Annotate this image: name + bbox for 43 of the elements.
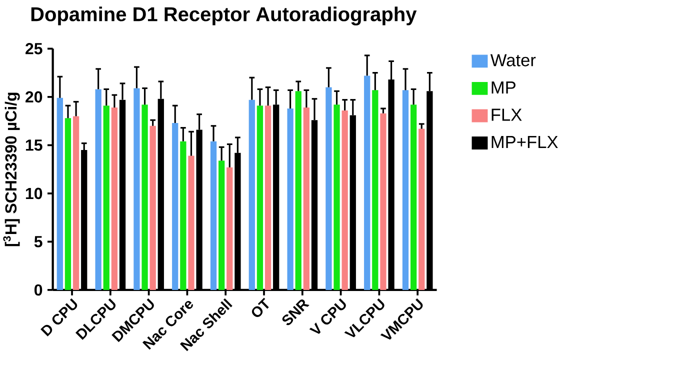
bar — [342, 110, 348, 290]
legend-label: MP — [492, 82, 516, 94]
bar — [95, 89, 102, 290]
x-tick-label: OT — [252, 298, 269, 317]
y-tick-label: 20 — [26, 91, 42, 103]
legend-label: Water — [490, 54, 536, 66]
chart-title: Dopamine D1 Receptor Autoradiography — [31, 6, 417, 26]
bar — [210, 141, 217, 290]
bar — [142, 104, 148, 290]
bar — [218, 160, 225, 290]
bar — [334, 104, 340, 290]
bar — [418, 128, 425, 290]
bar — [150, 126, 156, 290]
y-tick-label: 10 — [26, 188, 42, 200]
bar — [56, 98, 63, 290]
bar — [372, 90, 378, 290]
bar — [303, 108, 310, 290]
bar — [295, 91, 302, 290]
y-axis-title: [$^{3}$H] SCH23390 µCi/g — [3, 92, 20, 246]
legend-label: FLX — [492, 108, 522, 121]
bar — [410, 104, 417, 290]
bar — [256, 106, 264, 290]
y-tick-label: 25 — [26, 43, 42, 54]
bar — [402, 90, 409, 290]
bar — [111, 108, 118, 290]
bar — [364, 76, 370, 290]
bar — [180, 141, 186, 290]
bar — [326, 87, 332, 290]
legend-label: MP+FLX — [492, 136, 558, 148]
bar — [380, 113, 386, 290]
bar — [72, 116, 80, 290]
bar — [134, 88, 140, 290]
y-tick-label: 0 — [34, 284, 42, 296]
y-tick-label: 15 — [26, 140, 42, 151]
y-tick-label: 5 — [34, 236, 42, 248]
bar — [264, 106, 272, 290]
bar — [188, 156, 194, 290]
bar — [172, 122, 178, 290]
bar — [287, 108, 294, 290]
bar — [103, 106, 110, 290]
bar — [248, 100, 255, 290]
bar — [226, 167, 233, 290]
bar — [64, 118, 72, 290]
